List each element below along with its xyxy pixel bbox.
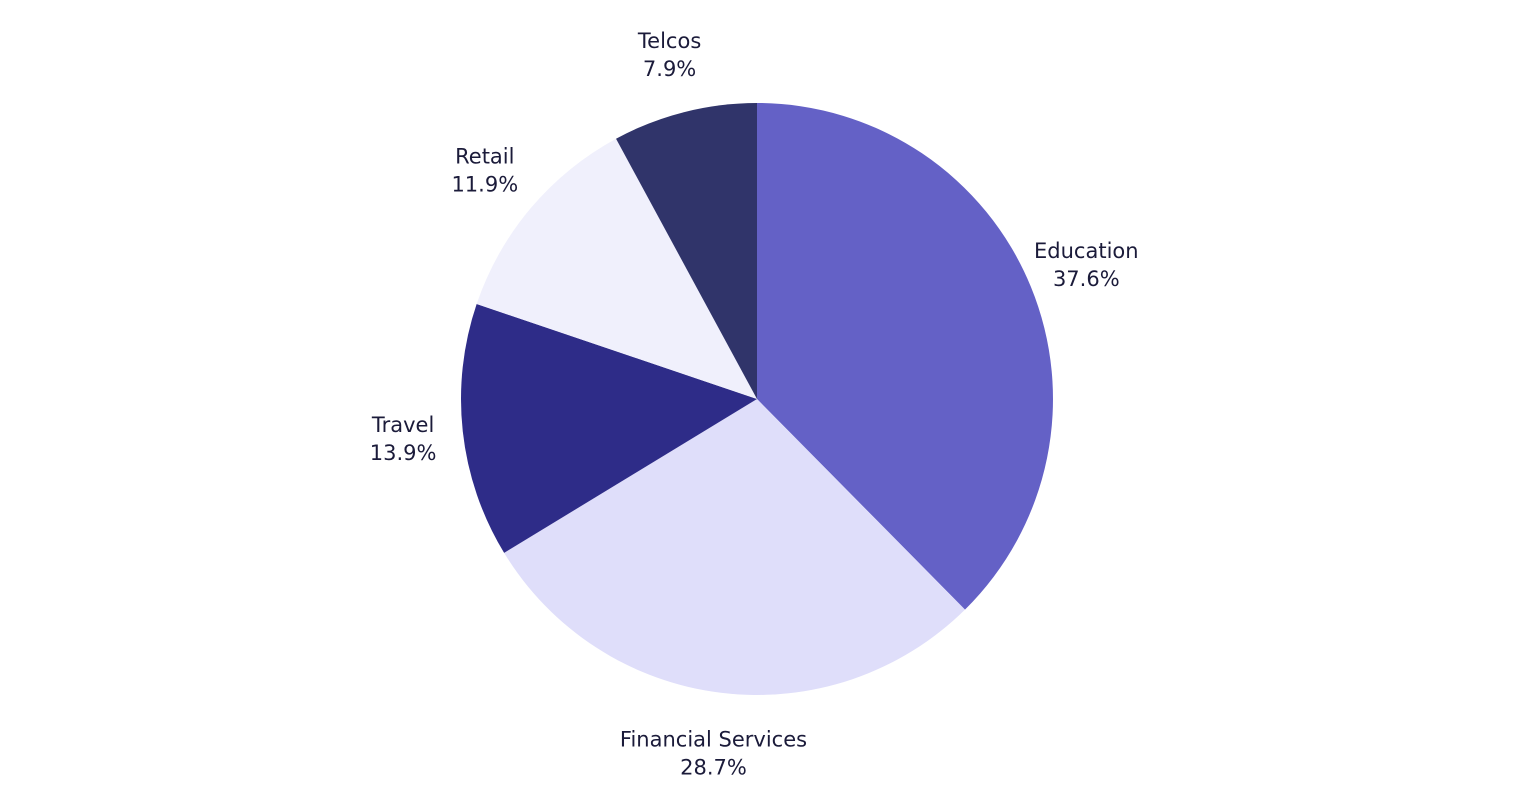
pie-label-retail: Retail 11.9% <box>451 145 518 197</box>
pie-label-value: 28.7% <box>680 755 747 779</box>
pie-label-education: Education 37.6% <box>1034 239 1139 291</box>
pie-label-name: Retail <box>455 145 514 169</box>
pie-slice-financial-services <box>504 399 965 695</box>
pie-slices <box>460 103 1053 695</box>
pie-slice-travel <box>460 304 757 553</box>
pie-label-financial-services: Financial Services 28.7% <box>620 727 807 779</box>
pie-label-value: 7.9% <box>643 57 696 81</box>
pie-label-name: Travel <box>371 413 434 437</box>
pie-label-name: Telcos <box>637 29 701 53</box>
pie-label-name: Education <box>1034 239 1139 263</box>
pie-slice-telcos <box>616 103 757 399</box>
pie-label-value: 13.9% <box>370 441 437 465</box>
pie-label-value: 11.9% <box>451 173 518 197</box>
pie-label-telcos: Telcos 7.9% <box>637 29 701 81</box>
pie-label-travel: Travel 13.9% <box>370 413 437 465</box>
pie-labels: Education 37.6% Financial Services 28.7% Tra… <box>370 29 1139 779</box>
pie-slice-retail <box>476 138 757 399</box>
pie-slice-education <box>757 103 1053 610</box>
pie-label-value: 37.6% <box>1053 267 1120 291</box>
pie-label-name: Financial Services <box>620 727 807 751</box>
